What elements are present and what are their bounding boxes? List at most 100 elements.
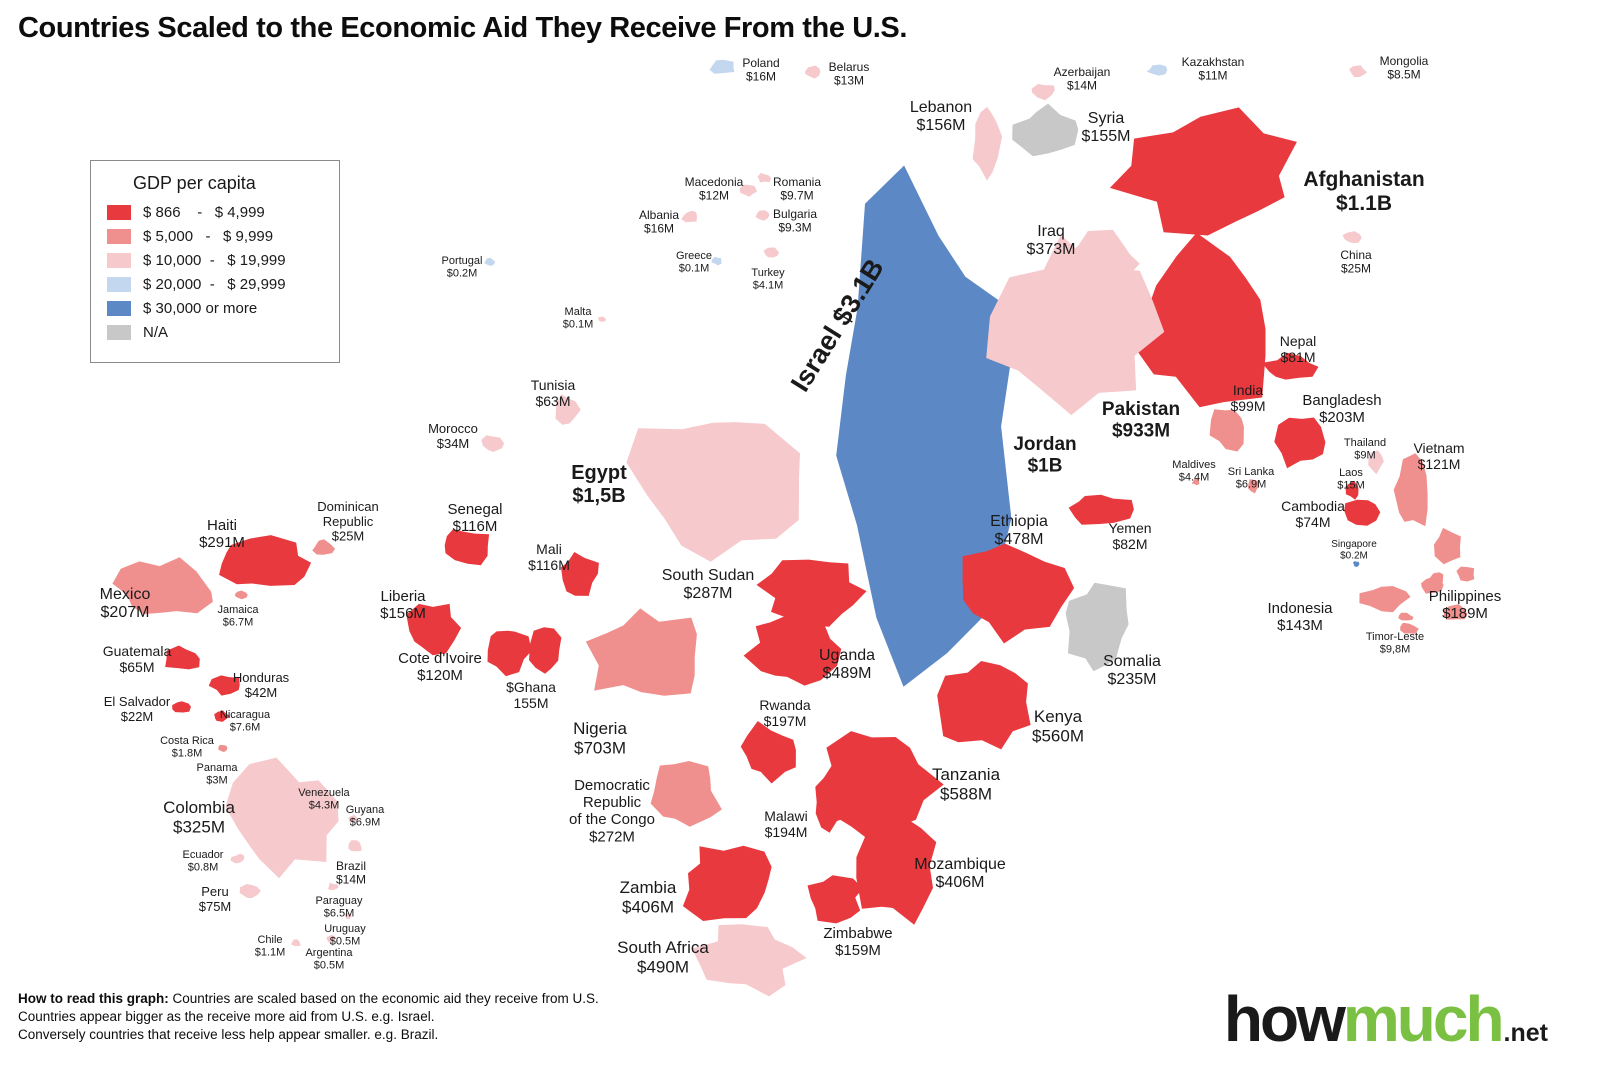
country-label-bangladesh: Bangladesh $203M: [1302, 392, 1381, 426]
country-label-india: India $99M: [1230, 382, 1265, 414]
country-shape-argentina: [326, 934, 337, 944]
page-title: Countries Scaled to the Economic Aid The…: [18, 12, 908, 44]
country-shape-zimbabwe: [807, 875, 863, 924]
country-shape-venezuela: [324, 797, 338, 809]
country-label-el-salvador: El Salvador $22M: [104, 694, 171, 724]
country-shape-jamaica: [234, 590, 248, 600]
country-shape-peru: [239, 884, 261, 899]
country-shape-indonesia: [1400, 622, 1419, 634]
country-shape-nigeria: [585, 608, 697, 696]
country-shape-senegal: [444, 529, 490, 566]
country-label-zimbabwe: Zimbabwe $159M: [823, 925, 892, 959]
country-label-egypt: Egypt $1,5B: [571, 462, 627, 507]
country-label-jamaica: Jamaica $6.7M: [218, 604, 260, 629]
country-shape-laos: [1345, 480, 1359, 500]
legend-swatch-blue: [107, 301, 131, 316]
country-label-south-africa: South Africa $490M: [617, 938, 709, 976]
legend-item-red: $ 866 - $ 4,999: [107, 204, 325, 221]
howmuch-logo: how much .net: [1224, 982, 1548, 1056]
country-label-iraq: Iraq $373M: [1027, 223, 1076, 258]
logo-net-suffix: .net: [1503, 1019, 1548, 1047]
country-label-guatemala: Guatemala $65M: [103, 643, 172, 675]
legend-label: $ 866 - $ 4,999: [143, 204, 265, 221]
country-shape-bulgaria: [755, 210, 770, 221]
country-shape-syria: [1012, 103, 1079, 157]
country-label-mozambique: Mozambique $406M: [914, 856, 1006, 891]
country-shape-singapore: [1353, 561, 1360, 567]
legend-swatch-na: [107, 325, 131, 340]
country-label-nicaragua: Nicaragua $7.6M: [220, 709, 271, 734]
country-shape-mali: [561, 552, 599, 596]
country-label-ecuador: Ecuador $0.8M: [183, 849, 224, 874]
legend-swatch-red: [107, 205, 131, 220]
country-label-mali: Mali $116M: [528, 541, 570, 573]
country-shape-timor-leste: [1398, 612, 1414, 621]
country-label-sri-lanka: Sri Lanka $6.9M: [1228, 466, 1275, 491]
country-label-haiti: Haiti $291M: [199, 517, 245, 551]
country-label-somalia: Somalia $235M: [1103, 653, 1161, 688]
country-label-morocco: Morocco $34M: [428, 421, 478, 451]
how-to-read-line-2: Countries appear bigger as the receive m…: [18, 1009, 435, 1025]
country-label-chile: Chile $1.1M: [255, 934, 286, 959]
country-shape-uruguay: [344, 913, 352, 919]
country-shape-romania: [757, 172, 771, 183]
country-shape-rwanda: [740, 721, 796, 784]
country-label-liberia: Liberia $156M: [380, 588, 426, 622]
country-label-cambodia: Cambodia $74M: [1281, 498, 1345, 530]
country-shape-turkey: [763, 247, 780, 258]
country-shape-cote-d-ivoire: [487, 630, 532, 677]
legend-label: N/A: [143, 324, 169, 341]
country-shape-ethiopia: [962, 543, 1075, 644]
country-shape-nicaragua: [214, 710, 231, 722]
country-shape-maldives: [1191, 478, 1200, 486]
legend-title: GDP per capita: [133, 173, 256, 193]
country-label-kazakhstan: Kazakhstan $11M: [1182, 55, 1245, 83]
country-shape-poland: [709, 59, 735, 74]
how-to-read-line-1: How to read this graph: Countries are sc…: [18, 990, 599, 1008]
country-shape-malta: [597, 316, 606, 322]
country-label-kenya: Kenya $560M: [1032, 707, 1084, 745]
country-shape-paraguay: [328, 882, 339, 890]
country-label-romania: Romania $9.7M: [773, 175, 821, 203]
country-label-bulgaria: Bulgaria $9.3M: [773, 207, 817, 235]
country-label-ethiopia: Ethiopia $478M: [990, 513, 1048, 548]
country-label-south-sudan: South Sudan $287M: [662, 567, 755, 602]
country-label-dominican-republic: Dominican Republic $25M: [317, 499, 378, 544]
country-label-panama: Panama $3M: [197, 762, 239, 787]
legend-label: $ 5,000 - $ 9,999: [143, 228, 274, 245]
country-shape-democratic-republic-of-the-congo: [650, 761, 722, 827]
country-shape-kazakhstan: [1146, 64, 1168, 76]
country-label-nepal: Nepal $81M: [1280, 333, 1317, 365]
country-label-singapore: Singapore $0.2M: [1331, 539, 1377, 561]
country-label-malta: Malta $0.1M: [563, 306, 594, 331]
legend-item-blue: $ 30,000 or more: [107, 300, 325, 317]
country-label-afghanistan: Afghanistan $1.1B: [1303, 168, 1424, 215]
country-shape-haiti: [219, 535, 312, 586]
country-label-portugal: Portugal $0.2M: [442, 255, 483, 280]
country-label-rwanda: Rwanda $197M: [759, 697, 811, 729]
country-shape-honduras: [208, 675, 240, 696]
legend-item-mid: $ 5,000 - $ 9,999: [107, 228, 325, 245]
legend-swatch-lblue: [107, 277, 131, 292]
country-shape-portugal: [484, 257, 496, 266]
country-shape-tanzania: [825, 731, 944, 846]
country-shape-costa-rica: [218, 744, 228, 753]
country-label-malawi: Malawi $194M: [764, 808, 808, 840]
country-label-ghana: $Ghana 155M: [506, 679, 556, 711]
country-label-syria: Syria $155M: [1082, 110, 1131, 145]
country-shape-azerbaijan: [1031, 83, 1055, 101]
country-label-turkey: Turkey $4.1M: [751, 267, 785, 292]
country-label-pakistan: Pakistan $933M: [1102, 399, 1180, 442]
country-label-costa-rica: Costa Rica $1.8M: [160, 735, 215, 760]
country-shape-yemen: [1068, 494, 1134, 525]
country-label-tunisia: Tunisia $63M: [531, 377, 576, 409]
logo-much: much: [1342, 983, 1505, 1055]
country-shape-uganda: [743, 615, 842, 686]
country-label-yemen: Yemen $82M: [1108, 520, 1151, 552]
country-shape-dominican-republic: [312, 539, 336, 555]
country-label-senegal: Senegal $116M: [447, 501, 502, 535]
country-shape-belarus: [805, 65, 821, 79]
country-shape-tunisia: [555, 394, 581, 425]
country-label-mongolia: Mongolia $8.5M: [1380, 54, 1429, 82]
